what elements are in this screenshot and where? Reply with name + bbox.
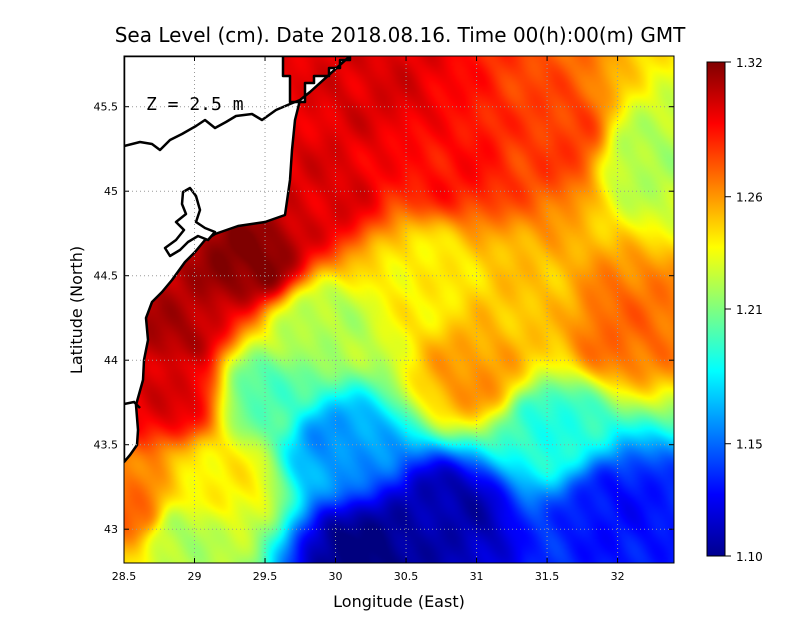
- x-tick-label: 30: [329, 570, 343, 583]
- y-tick-label: 43: [104, 523, 118, 536]
- y-tick-label: 44.5: [94, 270, 119, 283]
- y-axis-label: Latitude (North): [67, 246, 86, 374]
- x-tick-label: 30.5: [394, 570, 419, 583]
- colorbar-tick-label: 1.10: [736, 550, 763, 564]
- x-axis: 28.5 29 29.5 30 30.5 31 31.5 32: [112, 56, 625, 583]
- colorbar-tick-label: 1.32: [736, 56, 763, 70]
- x-tick-label: 31.5: [535, 570, 560, 583]
- coastline-south: [124, 400, 141, 409]
- coastline-inland: [124, 98, 301, 152]
- coastline: [124, 56, 352, 464]
- plot-frame: [123, 55, 675, 564]
- colorbar-tick-label: 1.26: [736, 191, 763, 205]
- colorbar-ticks: 1.32 1.26 1.21 1.15 1.10: [725, 56, 763, 564]
- x-tick-label: 32: [611, 570, 625, 583]
- y-tick-label: 44: [104, 354, 118, 367]
- x-tick-label: 31: [470, 570, 484, 583]
- y-axis: 43 43.5 44 44.5 45 45.5: [94, 101, 674, 536]
- colorbar: [706, 61, 726, 557]
- landmass: [124, 56, 352, 464]
- x-tick-label: 29.5: [253, 570, 278, 583]
- chart-title: Sea Level (cm). Date 2018.08.16. Time 00…: [115, 23, 686, 47]
- lagoon-outline: [163, 186, 217, 258]
- depth-annotation: Z = 2.5 m: [146, 94, 244, 115]
- x-tick-label: 28.5: [112, 570, 137, 583]
- grid-lines: [124, 56, 674, 563]
- y-tick-label: 45: [104, 185, 118, 198]
- colorbar-tick-label: 1.15: [736, 438, 763, 452]
- y-tick-label: 45.5: [94, 101, 119, 114]
- colorbar-tick-label: 1.21: [736, 303, 763, 317]
- y-tick-label: 43.5: [94, 439, 119, 452]
- x-tick-label: 29: [188, 570, 202, 583]
- x-axis-label: Longitude (East): [333, 592, 465, 611]
